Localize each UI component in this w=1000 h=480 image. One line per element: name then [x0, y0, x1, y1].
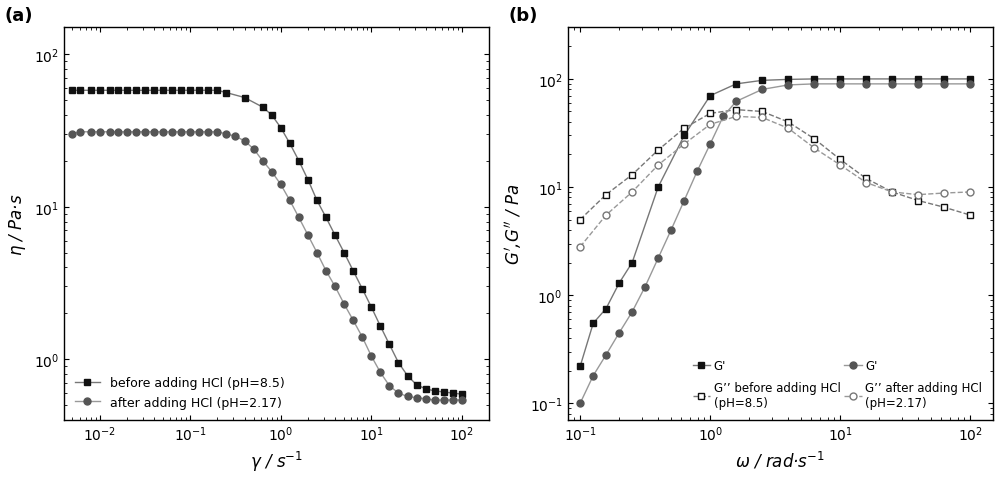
before adding HCl (pH=8.5): [438, 389, 450, 395]
after adding HCl (pH=2.17): [338, 301, 350, 307]
after adding HCl (pH=2.17): [293, 215, 305, 221]
after adding HCl (pH=2.17): [429, 397, 441, 403]
after adding HCl (pH=2.17): [229, 134, 241, 140]
after adding HCl (pH=2.17): [392, 390, 404, 396]
after adding HCl (pH=2.17): [311, 250, 323, 256]
after adding HCl (pH=2.17): [74, 130, 86, 135]
before adding HCl (pH=8.5): [275, 125, 287, 131]
after adding HCl (pH=2.17): [184, 130, 196, 135]
Legend: before adding HCl (pH=8.5), after adding HCl (pH=2.17): before adding HCl (pH=8.5), after adding…: [70, 372, 290, 414]
after adding HCl (pH=2.17): [157, 130, 169, 135]
before adding HCl (pH=8.5): [302, 178, 314, 183]
before adding HCl (pH=8.5): [139, 88, 151, 94]
before adding HCl (pH=8.5): [112, 88, 124, 94]
Y-axis label: $\eta$ / Pa·s: $\eta$ / Pa·s: [7, 193, 28, 255]
before adding HCl (pH=8.5): [284, 141, 296, 147]
X-axis label: $\gamma$ / s$^{-1}$: $\gamma$ / s$^{-1}$: [250, 449, 303, 473]
after adding HCl (pH=2.17): [284, 198, 296, 204]
before adding HCl (pH=8.5): [420, 386, 432, 392]
before adding HCl (pH=8.5): [257, 105, 269, 111]
before adding HCl (pH=8.5): [193, 88, 205, 94]
before adding HCl (pH=8.5): [383, 342, 395, 348]
after adding HCl (pH=2.17): [356, 335, 368, 340]
after adding HCl (pH=2.17): [121, 130, 133, 135]
before adding HCl (pH=8.5): [347, 268, 359, 274]
before adding HCl (pH=8.5): [202, 88, 214, 94]
Line: after adding HCl (pH=2.17): after adding HCl (pH=2.17): [69, 129, 465, 404]
before adding HCl (pH=8.5): [338, 250, 350, 256]
before adding HCl (pH=8.5): [148, 88, 160, 94]
before adding HCl (pH=8.5): [374, 324, 386, 329]
after adding HCl (pH=2.17): [365, 353, 377, 359]
before adding HCl (pH=8.5): [85, 88, 97, 94]
after adding HCl (pH=2.17): [383, 383, 395, 389]
before adding HCl (pH=8.5): [220, 91, 232, 96]
before adding HCl (pH=8.5): [320, 215, 332, 221]
before adding HCl (pH=8.5): [74, 88, 86, 94]
after adding HCl (pH=2.17): [329, 284, 341, 290]
after adding HCl (pH=2.17): [438, 397, 450, 403]
before adding HCl (pH=8.5): [311, 198, 323, 204]
after adding HCl (pH=2.17): [266, 169, 278, 175]
before adding HCl (pH=8.5): [94, 88, 106, 94]
after adding HCl (pH=2.17): [193, 130, 205, 135]
before adding HCl (pH=8.5): [447, 390, 459, 396]
before adding HCl (pH=8.5): [166, 88, 178, 94]
before adding HCl (pH=8.5): [456, 392, 468, 397]
after adding HCl (pH=2.17): [411, 395, 423, 401]
before adding HCl (pH=8.5): [121, 88, 133, 94]
before adding HCl (pH=8.5): [104, 88, 116, 94]
after adding HCl (pH=2.17): [275, 182, 287, 188]
after adding HCl (pH=2.17): [202, 130, 214, 135]
after adding HCl (pH=2.17): [112, 130, 124, 135]
before adding HCl (pH=8.5): [429, 388, 441, 394]
after adding HCl (pH=2.17): [175, 130, 187, 135]
before adding HCl (pH=8.5): [175, 88, 187, 94]
before adding HCl (pH=8.5): [392, 360, 404, 366]
Line: before adding HCl (pH=8.5): before adding HCl (pH=8.5): [69, 88, 465, 398]
before adding HCl (pH=8.5): [411, 382, 423, 388]
after adding HCl (pH=2.17): [456, 397, 468, 403]
after adding HCl (pH=2.17): [320, 268, 332, 274]
before adding HCl (pH=8.5): [365, 304, 377, 310]
after adding HCl (pH=2.17): [248, 146, 260, 152]
Y-axis label: $G'$,$G''$ / Pa: $G'$,$G''$ / Pa: [503, 183, 524, 265]
after adding HCl (pH=2.17): [66, 132, 78, 138]
after adding HCl (pH=2.17): [104, 130, 116, 135]
after adding HCl (pH=2.17): [148, 130, 160, 135]
after adding HCl (pH=2.17): [257, 158, 269, 164]
before adding HCl (pH=8.5): [157, 88, 169, 94]
before adding HCl (pH=8.5): [130, 88, 142, 94]
after adding HCl (pH=2.17): [239, 139, 251, 144]
after adding HCl (pH=2.17): [374, 370, 386, 375]
Legend: G', G’’ before adding HCl
(pH=8.5), G', G’’ after adding HCl
(pH=2.17): G', G’’ before adding HCl (pH=8.5), G', …: [688, 354, 987, 414]
before adding HCl (pH=8.5): [402, 373, 414, 379]
before adding HCl (pH=8.5): [211, 88, 223, 94]
before adding HCl (pH=8.5): [266, 113, 278, 119]
before adding HCl (pH=8.5): [329, 233, 341, 239]
before adding HCl (pH=8.5): [239, 96, 251, 101]
after adding HCl (pH=2.17): [347, 318, 359, 324]
before adding HCl (pH=8.5): [293, 158, 305, 164]
after adding HCl (pH=2.17): [130, 130, 142, 135]
after adding HCl (pH=2.17): [166, 130, 178, 135]
Text: (a): (a): [4, 7, 33, 24]
after adding HCl (pH=2.17): [420, 396, 432, 402]
before adding HCl (pH=8.5): [184, 88, 196, 94]
Text: (b): (b): [508, 7, 537, 24]
after adding HCl (pH=2.17): [402, 394, 414, 399]
after adding HCl (pH=2.17): [94, 130, 106, 135]
after adding HCl (pH=2.17): [220, 132, 232, 138]
after adding HCl (pH=2.17): [85, 130, 97, 135]
before adding HCl (pH=8.5): [356, 286, 368, 292]
after adding HCl (pH=2.17): [447, 397, 459, 403]
after adding HCl (pH=2.17): [211, 130, 223, 135]
after adding HCl (pH=2.17): [302, 233, 314, 239]
before adding HCl (pH=8.5): [66, 88, 78, 94]
after adding HCl (pH=2.17): [139, 130, 151, 135]
X-axis label: $\omega$ / rad·s$^{-1}$: $\omega$ / rad·s$^{-1}$: [735, 449, 825, 470]
